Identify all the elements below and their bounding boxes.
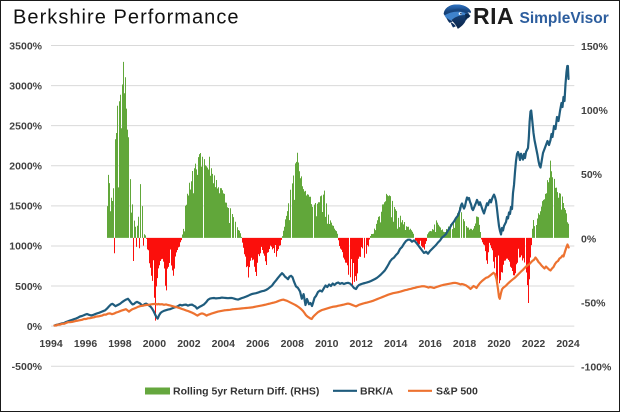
svg-text:2014: 2014 xyxy=(384,338,408,350)
svg-text:2000%: 2000% xyxy=(9,161,42,173)
svg-text:3000%: 3000% xyxy=(9,80,42,92)
svg-text:SimpleVisor: SimpleVisor xyxy=(520,10,609,27)
svg-text:1500%: 1500% xyxy=(9,201,42,213)
svg-text:RIA: RIA xyxy=(473,3,514,29)
svg-text:50%: 50% xyxy=(581,169,603,181)
svg-text:2018: 2018 xyxy=(453,338,477,350)
svg-text:2002: 2002 xyxy=(177,338,201,350)
svg-text:-100%: -100% xyxy=(581,362,612,374)
svg-text:1000%: 1000% xyxy=(9,241,42,253)
svg-text:BRK/A: BRK/A xyxy=(360,386,394,398)
svg-text:1994: 1994 xyxy=(39,338,63,350)
svg-text:2020: 2020 xyxy=(487,338,511,350)
svg-text:2006: 2006 xyxy=(246,338,270,350)
svg-text:-50%: -50% xyxy=(581,297,606,309)
svg-text:2010: 2010 xyxy=(315,338,339,350)
svg-text:0%: 0% xyxy=(27,321,43,333)
svg-text:150%: 150% xyxy=(581,41,609,53)
svg-text:100%: 100% xyxy=(581,105,609,117)
svg-text:1996: 1996 xyxy=(74,338,98,350)
svg-text:-500%: -500% xyxy=(12,361,43,373)
svg-text:2008: 2008 xyxy=(281,338,305,350)
svg-text:0%: 0% xyxy=(581,233,597,245)
svg-text:2024: 2024 xyxy=(556,338,580,350)
svg-text:2500%: 2500% xyxy=(9,121,42,133)
svg-text:3500%: 3500% xyxy=(9,40,42,52)
svg-text:2022: 2022 xyxy=(522,338,546,350)
svg-text:2012: 2012 xyxy=(350,338,374,350)
svg-text:500%: 500% xyxy=(15,281,43,293)
svg-text:1998: 1998 xyxy=(108,338,132,350)
svg-text:2000: 2000 xyxy=(143,338,167,350)
svg-text:2004: 2004 xyxy=(212,338,236,350)
svg-text:Rolling 5yr Return Diff. (RHS): Rolling 5yr Return Diff. (RHS) xyxy=(173,386,319,398)
svg-text:S&P 500: S&P 500 xyxy=(436,386,478,398)
svg-text:2016: 2016 xyxy=(419,338,443,350)
svg-text:Berkshire Performance: Berkshire Performance xyxy=(13,7,240,29)
